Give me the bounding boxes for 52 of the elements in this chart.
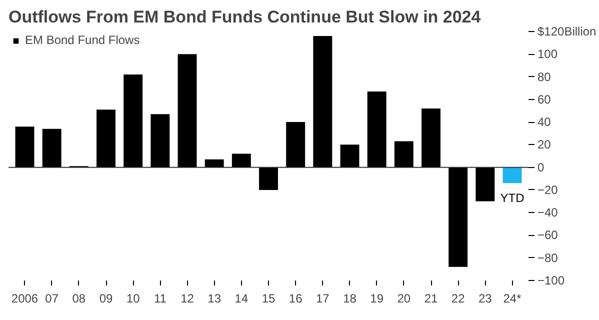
bar — [232, 154, 251, 168]
y-tick-label: 20 — [538, 138, 552, 152]
x-tick-label: 10 — [126, 292, 140, 306]
chart-title: Outflows From EM Bond Funds Continue But Slow in 2024 — [8, 8, 482, 26]
y-tick-label: 80 — [538, 70, 552, 84]
x-tick-label: 21 — [424, 292, 438, 306]
bar — [15, 126, 34, 168]
x-tick-label: 17 — [316, 292, 330, 306]
bar — [502, 167, 522, 184]
bar — [313, 36, 332, 168]
bar — [422, 108, 440, 168]
x-tick-label: 15 — [262, 292, 276, 306]
bar — [340, 144, 360, 168]
x-tick-label: 08 — [72, 292, 86, 306]
bar — [367, 91, 386, 168]
x-tick-label: 11 — [154, 292, 167, 306]
y-tick-label: −80 — [538, 250, 558, 265]
bar — [448, 167, 468, 267]
x-tick-label: 23 — [478, 292, 492, 306]
x-tick-label: 09 — [99, 292, 113, 306]
bar — [124, 74, 143, 168]
y-tick-label: 0 — [538, 160, 544, 174]
bar — [150, 114, 170, 168]
x-tick-label: 20 — [397, 292, 411, 306]
y-tick-label: $120Billion — [538, 24, 596, 38]
x-tick-label: 12 — [180, 292, 194, 306]
bar — [178, 54, 197, 168]
bar — [42, 128, 62, 168]
y-tick-label: 60 — [538, 92, 552, 106]
y-tick-label: −20 — [538, 182, 558, 197]
bar — [204, 159, 224, 168]
x-tick-label: 24* — [503, 292, 522, 306]
x-tick-label: 19 — [370, 292, 384, 306]
bar — [394, 141, 414, 168]
x-tick-label: 16 — [288, 292, 303, 306]
y-tick-label: −60 — [538, 228, 558, 242]
bar — [476, 167, 495, 202]
x-tick-label: 13 — [208, 292, 222, 306]
legend-label: EM Bond Fund Flows — [25, 33, 140, 47]
x-tick-label: 18 — [343, 292, 357, 306]
y-tick-label: −40 — [538, 206, 558, 220]
bar — [286, 122, 306, 168]
x-tick-label: 07 — [45, 292, 59, 306]
y-tick-label: −100 — [538, 274, 565, 288]
x-tick-label: 14 — [234, 292, 248, 306]
x-tick-label: 22 — [451, 292, 466, 306]
bar — [96, 110, 116, 168]
x-tick-label: 2006 — [11, 292, 38, 306]
annotation: YTD — [500, 191, 525, 206]
y-tick-label: 40 — [538, 115, 552, 130]
bar — [259, 167, 278, 190]
y-tick-label: 100 — [538, 47, 558, 62]
